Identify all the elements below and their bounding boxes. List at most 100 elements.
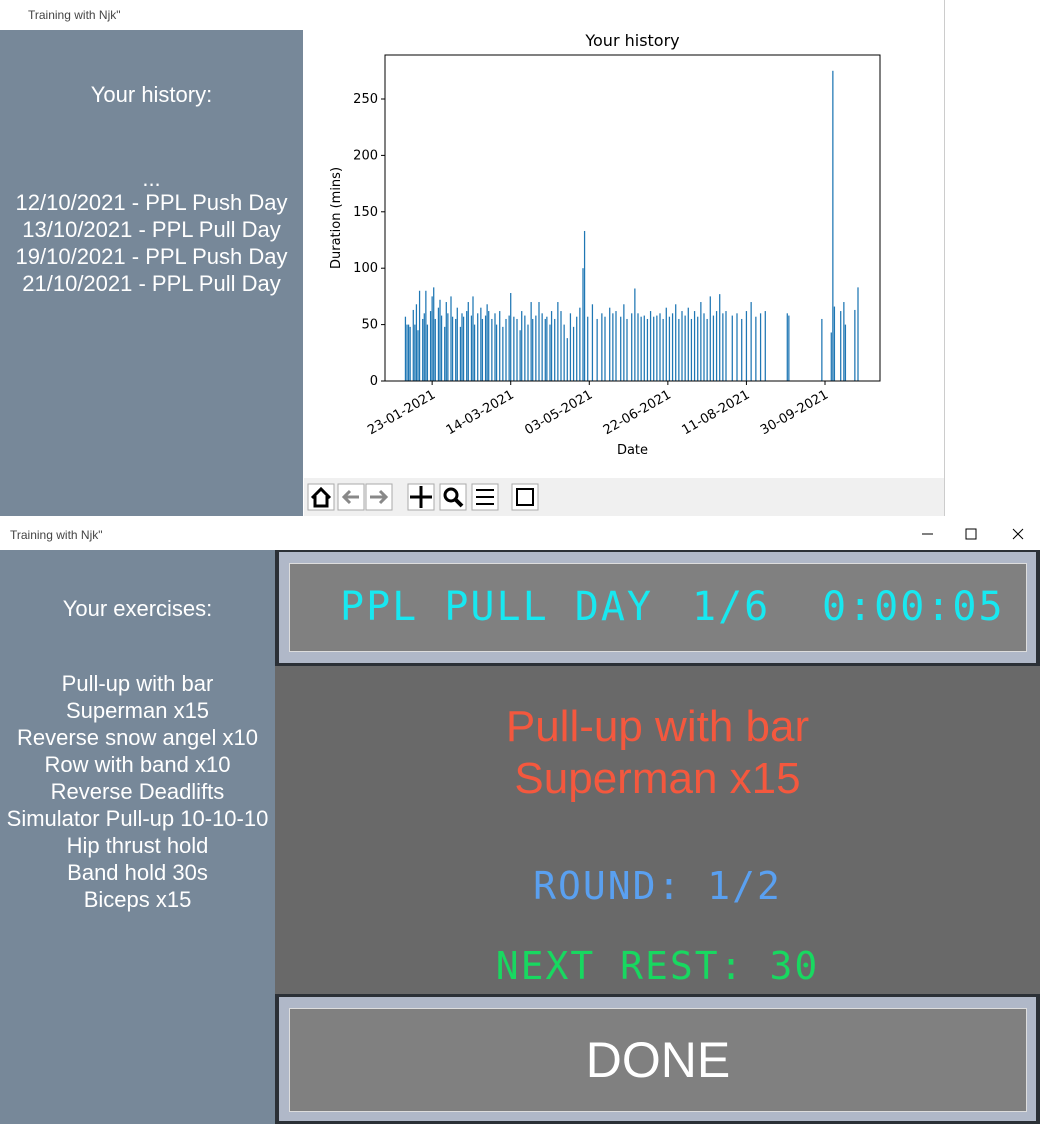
bar <box>640 316 642 381</box>
bar <box>700 302 702 381</box>
exercise-item: Reverse snow angel x10 <box>17 725 258 750</box>
y-tick-label: 100 <box>353 261 378 276</box>
bar <box>473 324 476 381</box>
window-controls <box>922 528 1024 540</box>
bar <box>472 296 474 381</box>
bar <box>467 302 469 381</box>
bar <box>519 330 521 381</box>
progress: 1/6 <box>692 584 771 630</box>
bar <box>675 304 677 381</box>
x-tick-label: 11-08-2021 <box>679 387 752 438</box>
bar <box>541 313 543 381</box>
x-tick-label: 22-06-2021 <box>601 387 674 438</box>
bar <box>466 311 468 381</box>
bar <box>582 268 584 381</box>
bar <box>671 313 674 381</box>
history-entry: 21/10/2021 - PPL Pull Day <box>22 271 281 296</box>
bar <box>646 318 649 381</box>
bar <box>409 326 411 381</box>
bar <box>659 313 661 381</box>
title-bar: Training with Njk" <box>0 0 303 30</box>
bar <box>546 316 548 381</box>
x-tick-label: 23-01-2021 <box>365 387 438 438</box>
bar <box>566 338 568 381</box>
y-tick-label: 200 <box>353 148 378 163</box>
bar <box>455 318 457 381</box>
back-icon <box>341 489 359 505</box>
bar <box>486 304 488 381</box>
bar <box>722 313 724 381</box>
bar <box>653 316 655 381</box>
window-edge <box>944 0 945 516</box>
bar <box>759 313 762 381</box>
bar <box>615 311 617 381</box>
x-axis-label: Date <box>617 443 648 458</box>
bar <box>788 315 790 381</box>
bar <box>440 315 443 381</box>
bar <box>470 315 473 381</box>
bar <box>684 315 686 381</box>
bar <box>725 311 727 381</box>
home-icon <box>310 486 332 508</box>
exercise-item: Biceps x15 <box>83 887 192 912</box>
bar <box>513 316 515 381</box>
bar <box>550 311 553 381</box>
bar <box>681 311 683 381</box>
bar <box>572 326 575 381</box>
bar <box>544 318 546 381</box>
bar <box>634 288 636 381</box>
bar <box>499 311 501 381</box>
bar <box>612 313 614 381</box>
bar <box>576 316 578 381</box>
bar <box>690 318 693 381</box>
bar <box>569 313 572 381</box>
bar <box>480 307 482 381</box>
next-rest: NEXT REST: 30 <box>495 944 820 988</box>
bar <box>484 315 487 381</box>
y-tick-label: 0 <box>370 374 378 389</box>
current-panel: Pull-up with bar Superman x15 ROUND: 1/2… <box>275 666 1040 994</box>
bar <box>527 324 529 381</box>
heading: Your exercises: <box>62 596 213 621</box>
bar <box>444 326 446 381</box>
bar <box>434 318 436 381</box>
bar <box>495 324 498 381</box>
bar <box>678 318 680 381</box>
maximize-button[interactable] <box>965 528 977 540</box>
axes-frame <box>384 54 881 382</box>
close-button[interactable] <box>1012 528 1024 540</box>
save-button[interactable] <box>511 483 539 511</box>
window-title: Training with Njk" <box>28 8 121 22</box>
bar <box>731 315 733 381</box>
zoom-icon <box>443 487 459 503</box>
header-box: PPL PULL DAY 1/6 0:00:05 <box>289 563 1027 652</box>
pan-icon <box>410 486 432 508</box>
bar <box>404 316 407 381</box>
bar <box>712 315 715 381</box>
bar <box>431 296 433 381</box>
bar <box>532 318 534 381</box>
bar <box>406 324 408 381</box>
save-icon <box>516 488 534 506</box>
done-button[interactable]: DONE <box>289 1008 1027 1112</box>
bar <box>530 302 532 381</box>
x-tick-label: 14-03-2021 <box>444 387 517 438</box>
bar <box>462 316 465 381</box>
window-title: Training with Njk" <box>10 528 103 542</box>
bar <box>423 313 425 381</box>
bar <box>706 318 708 381</box>
current-exercise: Superman x15 <box>514 754 801 803</box>
toolbar <box>304 478 944 516</box>
bar <box>693 311 696 381</box>
bar <box>833 306 836 381</box>
bar <box>439 299 441 381</box>
bar <box>491 318 493 381</box>
bar <box>426 324 429 381</box>
history-entry: 13/10/2021 - PPL Pull Day <box>22 217 281 242</box>
exercise-item: Pull-up with bar <box>61 671 214 696</box>
bar <box>422 318 424 381</box>
bar <box>538 302 540 381</box>
bar <box>764 311 766 381</box>
bar <box>456 307 458 381</box>
